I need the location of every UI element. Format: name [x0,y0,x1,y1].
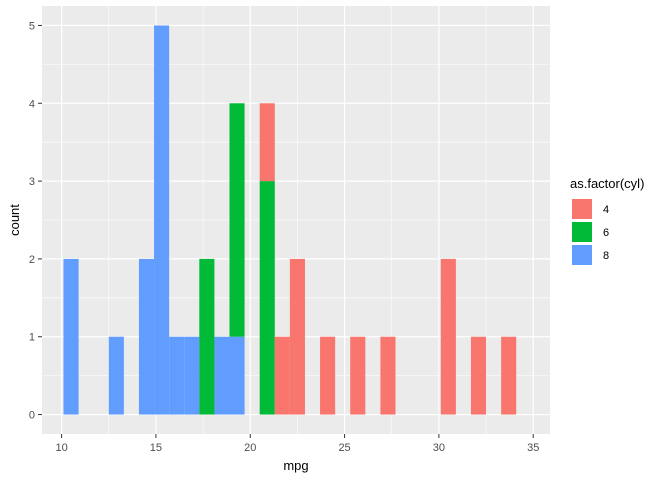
bars [63,25,517,415]
y-tick-label: 2 [29,254,35,266]
bar-cyl-8 [214,336,230,415]
y-tick-label: 4 [29,98,35,110]
bar-cyl-4 [440,258,456,415]
x-tick-label: 10 [55,442,67,454]
bar-cyl-8 [169,336,185,415]
y-tick-label: 5 [29,20,35,32]
bar-cyl-6 [229,103,245,337]
bar-cyl-8 [229,336,245,415]
y-tick-label: 1 [29,332,35,344]
legend-label-8: 8 [603,250,609,262]
x-tick-label: 35 [527,442,539,454]
legend-key-6 [572,222,592,242]
bar-cyl-6 [199,258,215,415]
x-tick-label: 25 [338,442,350,454]
bar-cyl-4 [470,336,487,415]
bar-cyl-8 [184,336,200,415]
x-axis: 10 15 20 25 30 35 [55,434,539,454]
x-tick-label: 15 [150,442,162,454]
legend-label-6: 6 [603,227,609,239]
bar-cyl-6 [259,181,275,415]
x-tick-label: 20 [244,442,256,454]
y-tick-label: 0 [29,410,35,422]
legend-title: as.factor(cyl) [570,176,644,191]
x-axis-title: mpg [283,458,308,473]
y-tick-label: 3 [29,176,35,188]
legend-label-4: 4 [603,204,609,216]
bar-cyl-4 [259,103,275,182]
bar-cyl-4 [501,336,517,415]
bar-cyl-8 [154,25,170,415]
bar-cyl-4 [274,336,290,415]
bar-cyl-8 [138,258,155,415]
x-tick-label: 30 [433,442,445,454]
bar-cyl-4 [320,336,336,415]
grid-major [42,6,550,434]
y-axis: 0 1 2 3 4 5 [29,20,42,422]
bar-cyl-8 [63,258,79,415]
bar-cyl-4 [350,336,366,415]
bar-cyl-4 [380,336,396,415]
legend-key-4 [572,199,592,219]
legend-key-8 [572,245,592,265]
bar-cyl-8 [108,336,124,415]
bar-cyl-4 [289,258,305,415]
y-axis-title: count [7,204,22,236]
legend: as.factor(cyl) 4 6 8 [570,176,644,265]
